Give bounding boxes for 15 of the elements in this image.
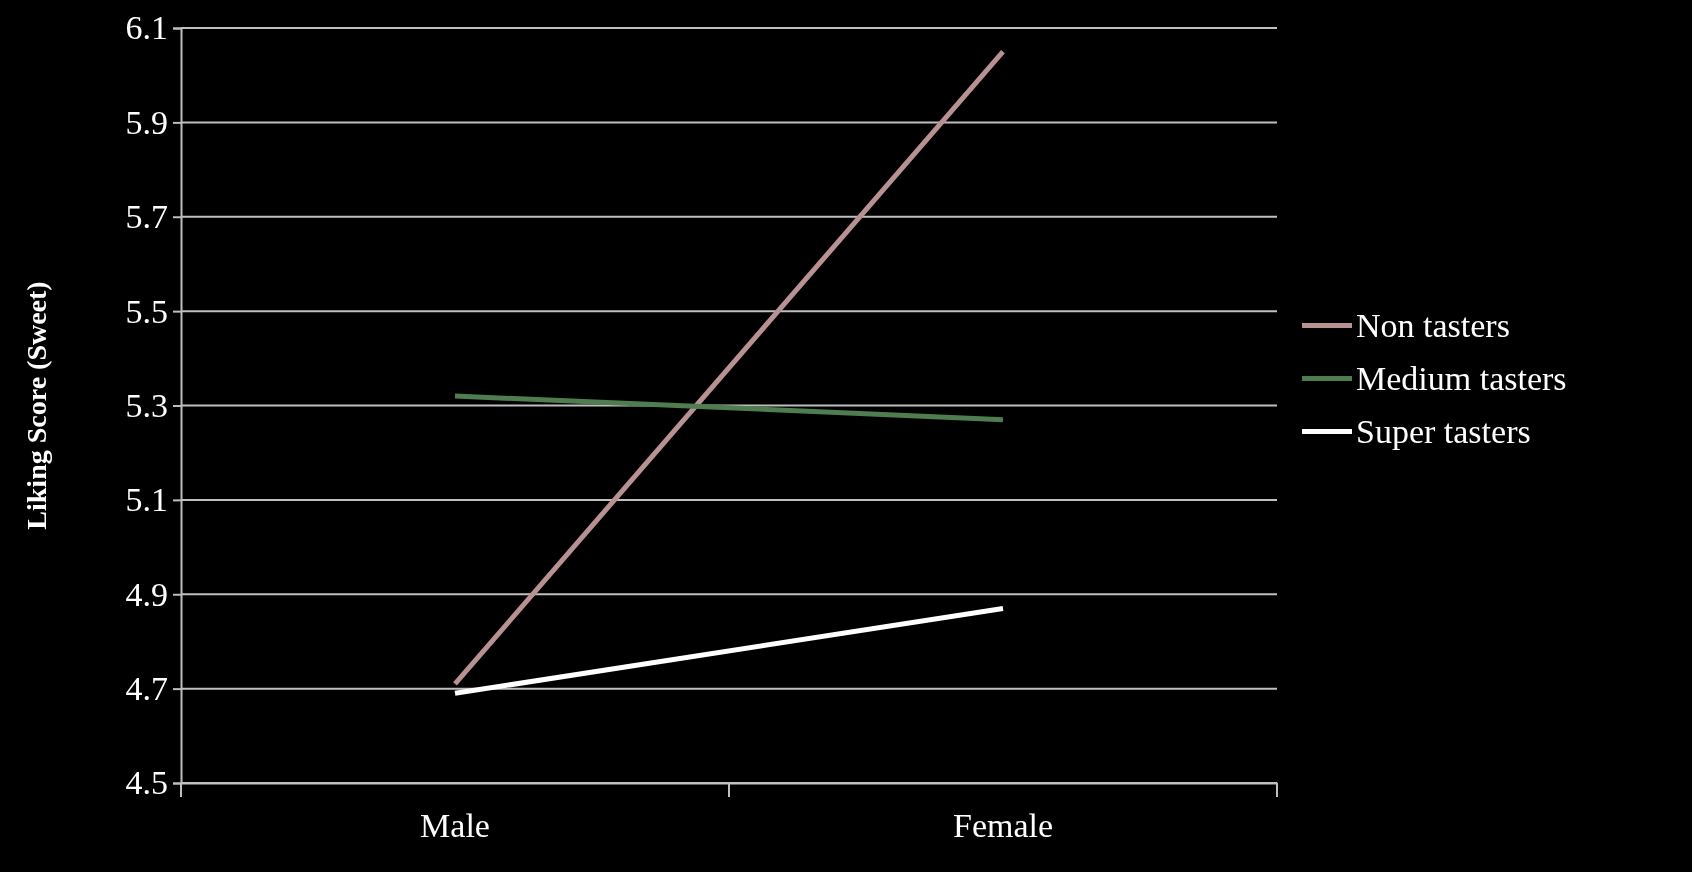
y-axis-title: Liking Score (Sweet) [21,281,52,530]
legend-label: Non tasters [1356,307,1510,345]
y-tick-label: 4.7 [125,670,168,708]
x-tick-label: Male [420,807,490,845]
y-tick-label: 4.9 [125,575,168,613]
y-tick-label: 5.9 [125,103,168,141]
legend-label: Super tasters [1356,413,1531,451]
y-tick-label: 5.3 [125,386,168,424]
y-tick-label: 5.7 [125,198,168,236]
legend-label: Medium tasters [1356,360,1567,398]
y-tick-label: 4.5 [125,764,168,802]
x-tick-label: Female [952,807,1054,845]
y-tick-label: 5.1 [125,481,168,519]
y-tick-label: 5.5 [125,292,168,330]
y-tick-label: 6.1 [125,9,168,47]
